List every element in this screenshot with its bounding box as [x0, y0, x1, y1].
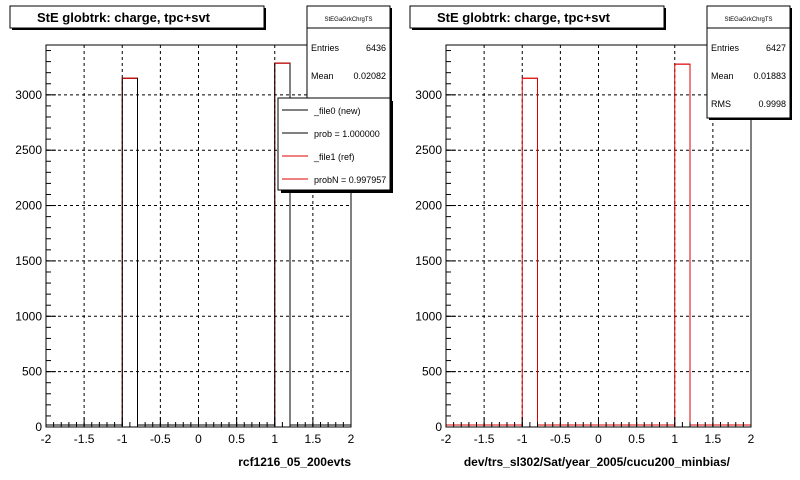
title-box [9, 5, 265, 29]
x-axis-label: dev/trs_sl302/Sat/year_2005/cucu200_minb… [464, 455, 731, 469]
legend-box [277, 97, 391, 191]
y-tick-label: 1000 [15, 309, 42, 323]
y-tick-label: 0 [35, 420, 42, 434]
chart-title: StE globtrk: charge, tpc+svt [37, 10, 211, 25]
legend-label: _file1 (ref) [313, 152, 355, 162]
x-tick-label: -0.5 [150, 432, 171, 446]
y-tick-label: 3000 [415, 88, 442, 102]
y-tick-label: 1000 [415, 309, 442, 323]
stats-value: 0.01883 [753, 71, 786, 81]
y-tick-label: 2000 [15, 199, 42, 213]
x-tick-label: 1.5 [705, 432, 722, 446]
stats-label: Entries [711, 43, 740, 53]
x-tick-label: 0 [195, 432, 202, 446]
stats-label: Entries [311, 43, 340, 53]
stats-label: RMS [711, 99, 731, 109]
x-tick-label: -2 [441, 432, 452, 446]
legend: _file0 (new) prob = 1.000000 _file1 (ref) p… [277, 97, 393, 193]
x-tick-label: 1 [271, 432, 278, 446]
y-tick-label: 2500 [415, 143, 442, 157]
x-axis-label: rcf1216_05_200evts [238, 455, 351, 469]
legend-label: prob = 1.000000 [314, 129, 380, 139]
title-box [409, 5, 665, 29]
histogram-panel-2: -2 -1.5 -1 -0.5 0 0.5 1 1.5 2 0 500 1000 1500 2000 250… [409, 5, 792, 469]
stats-box [706, 5, 791, 119]
x-tick-label: -2 [41, 432, 52, 446]
x-tick-label: 1.5 [305, 432, 322, 446]
stats-name: StEGaGrkChrgTS [324, 17, 372, 23]
stats-name: StEGaGrkChrgTS [724, 17, 772, 23]
y-tick-label: 2500 [15, 143, 42, 157]
y-tick-label: 500 [422, 365, 442, 379]
stats-value: 6427 [766, 43, 786, 53]
stats-value: 6436 [366, 43, 386, 53]
x-tick-label: 0.5 [228, 432, 245, 446]
x-tick-label: 2 [348, 432, 355, 446]
x-tick-label: -1 [117, 432, 128, 446]
x-tick-label: -1.5 [74, 432, 95, 446]
y-tick-label: 1500 [415, 254, 442, 268]
stats-label: Mean [311, 71, 334, 81]
y-tick-label: 2000 [415, 199, 442, 213]
legend-label: _file0 (new) [313, 106, 361, 116]
y-tick-label: 0 [435, 420, 442, 434]
x-tick-label: 1 [671, 432, 678, 446]
x-tick-label: -0.5 [550, 432, 571, 446]
chart-title: StE globtrk: charge, tpc+svt [437, 10, 611, 25]
y-tick-label: 500 [22, 365, 42, 379]
y-tick-label: 1500 [15, 254, 42, 268]
stats-label: Mean [711, 71, 734, 81]
legend-entries: _file0 (new) prob = 1.000000 _file1 (ref) p… [282, 106, 386, 185]
x-tick-label: -1 [517, 432, 528, 446]
x-tick-label: 0.5 [628, 432, 645, 446]
histogram-panel-1: -2 -1.5 -1 -0.5 0 0.5 1 1.5 2 0 500 1000 1500 2000 250… [9, 5, 393, 469]
stats-value: 0.9998 [758, 99, 786, 109]
stats-value: 0.02082 [353, 71, 386, 81]
legend-label: probN = 0.997957 [314, 175, 386, 185]
x-tick-label: -1.5 [474, 432, 495, 446]
x-tick-label: 0 [595, 432, 602, 446]
y-tick-label: 3000 [15, 88, 42, 102]
x-tick-label: 2 [748, 432, 755, 446]
